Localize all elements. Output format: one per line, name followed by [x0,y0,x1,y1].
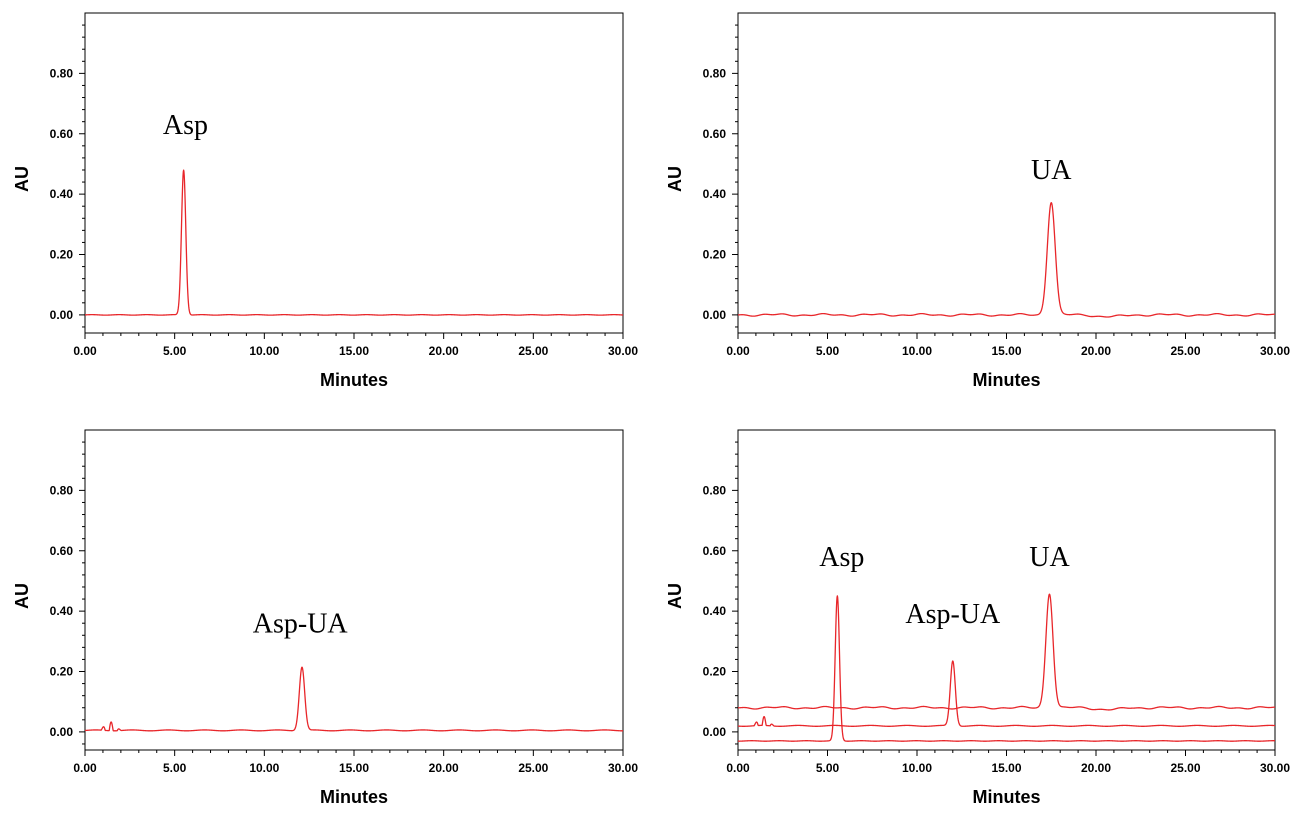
y-axis-title: AU [12,583,32,609]
chart-panel-4: 0.00 5.00 10.00 15.00 20.00 25.00 30.00 0.00 0.2… [665,429,1290,807]
y-tick-label: 0.00 [50,725,74,739]
x-tick-label: 0.00 [73,344,97,358]
x-tick-label: 15.00 [991,344,1021,358]
y-tick-label: 0.20 [703,665,727,679]
x-tick-label: 5.00 [816,761,840,775]
x-tick-label: 10.00 [249,761,279,775]
plot-frame [84,12,624,334]
x-tick-label: 5.00 [163,761,187,775]
chart-panel-3: 0.00 5.00 10.00 15.00 20.00 25.00 30.00 0.00 0.2… [12,429,638,807]
y-tick-label: 0.40 [703,604,727,618]
peak-label: UA [1031,155,1072,186]
y-tick-label: 0.60 [50,544,74,558]
plot-frame [737,429,1276,751]
chart-panel-2: 0.00 5.00 10.00 15.00 20.00 25.00 30.00 0.00 0.2… [665,12,1290,390]
x-axis-title: Minutes [320,787,388,807]
x-tick-label: 20.00 [1081,761,1111,775]
x-tick-label: 10.00 [902,344,932,358]
y-tick-label: 0.40 [50,604,74,618]
y-tick-label: 0.00 [703,725,727,739]
x-tick-label: 0.00 [73,761,97,775]
x-tick-label: 5.00 [816,344,840,358]
x-tick-label: 20.00 [429,761,459,775]
y-axis-title: AU [12,166,32,192]
x-tick-label: 25.00 [1170,344,1200,358]
x-axis-title: Minutes [972,787,1040,807]
y-tick-label: 0.60 [50,127,74,141]
x-tick-label: 25.00 [518,344,548,358]
x-tick-label: 25.00 [1170,761,1200,775]
chart-panel-1: 0.00 5.00 10.00 15.00 20.00 25.00 30.00 0.00 0.2… [12,12,638,390]
y-tick-label: 0.80 [50,66,74,80]
x-tick-label: 30.00 [608,344,638,358]
chromatogram-trace-1 [84,169,624,316]
y-tick-label: 0.80 [703,66,727,80]
y-tick-label: 0.20 [50,665,74,679]
chromatogram-trace-1 [84,666,624,732]
peak-label: Asp-UA [905,599,1001,630]
y-tick-label: 0.20 [50,248,74,262]
chromatogram-trace-2 [737,660,1276,727]
x-tick-label: 20.00 [1081,344,1111,358]
peak-label: UA [1029,542,1070,573]
peak-label: Asp-UA [253,608,349,639]
y-tick-label: 0.60 [703,127,727,141]
plot-frame [737,12,1276,334]
plot-frame [84,429,624,751]
y-tick-label: 0.40 [703,187,727,201]
chromatogram-trace-3 [737,595,1276,742]
x-tick-label: 25.00 [518,761,548,775]
x-tick-label: 0.00 [726,761,750,775]
x-tick-label: 0.00 [726,344,750,358]
x-tick-label: 30.00 [1260,761,1290,775]
y-tick-label: 0.40 [50,187,74,201]
x-tick-label: 20.00 [429,344,459,358]
x-tick-label: 5.00 [163,344,187,358]
peak-label: Asp [163,110,208,141]
x-tick-label: 15.00 [991,761,1021,775]
y-axis-title: AU [665,166,685,192]
y-tick-label: 0.80 [703,483,727,497]
x-tick-label: 30.00 [1260,344,1290,358]
y-tick-label: 0.80 [50,483,74,497]
y-tick-label: 0.20 [703,248,727,262]
x-axis-title: Minutes [320,370,388,390]
x-tick-label: 10.00 [249,344,279,358]
x-tick-label: 30.00 [608,761,638,775]
y-axis-title: AU [665,583,685,609]
y-tick-label: 0.60 [703,544,727,558]
y-tick-label: 0.00 [50,308,74,322]
x-tick-label: 15.00 [339,344,369,358]
chromatogram-trace-1 [737,202,1276,318]
peak-label: Asp [819,542,864,573]
y-tick-label: 0.00 [703,308,727,322]
x-tick-label: 15.00 [339,761,369,775]
x-axis-title: Minutes [972,370,1040,390]
x-tick-label: 10.00 [902,761,932,775]
chromatogram-trace-1 [737,593,1276,711]
